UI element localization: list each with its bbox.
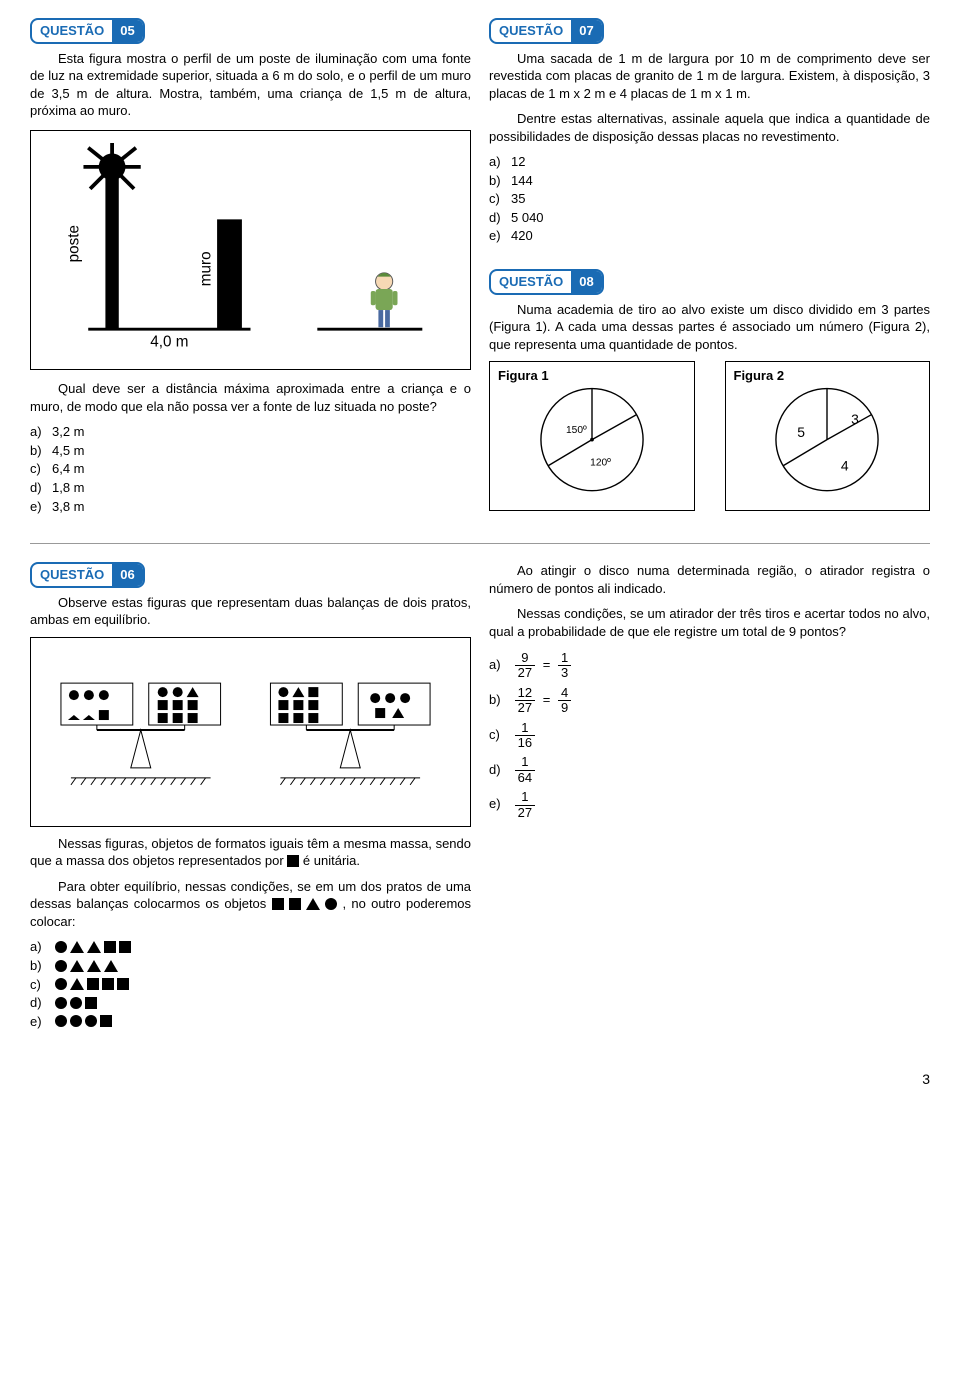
q05-opt-e: 3,8 m [52,499,85,514]
circle-icon [70,1015,82,1027]
svg-text:150º: 150º [566,425,587,436]
question-label: QUESTÃO [491,20,571,42]
square-icon [117,978,129,990]
q07-opt-e: 420 [511,228,533,243]
question-number: 08 [571,271,601,293]
triangle-icon [306,898,320,910]
q08-text-2: Ao atingir o disco numa determinada regi… [489,562,930,597]
square-icon [287,855,299,867]
q05-opt-d: 1,8 m [52,480,85,495]
square-icon [100,1015,112,1027]
square-icon [272,898,284,910]
q05-text-2: Qual deve ser a distância máxima aproxim… [30,380,471,415]
page-number: 3 [30,1070,930,1089]
fraction: 49 [558,686,571,716]
q06-text-2: Nessas figuras, objetos de formatos igua… [30,835,471,870]
question-07-header: QUESTÃO 07 [489,18,604,44]
q06-text-1: Observe estas figuras que representam du… [30,594,471,629]
q07-options: a)12 b)144 c)35 d)5 040 e)420 [489,153,930,245]
square-icon [289,898,301,910]
question-06-header: QUESTÃO 06 [30,562,145,588]
q07-text-1: Uma sacada de 1 m de largura por 10 m de… [489,50,930,103]
poste-label: poste [66,225,83,262]
q07-opt-b: 144 [511,173,533,188]
svg-text:4: 4 [841,457,849,473]
question-08-header: QUESTÃO 08 [489,269,604,295]
q07-opt-c: 35 [511,191,525,206]
question-label: QUESTÃO [32,564,112,586]
distance-label: 4,0 m [150,333,188,350]
q08-text-1: Numa academia de tiro ao alvo existe um … [489,301,930,354]
figure-1-title: Figura 1 [498,367,549,385]
square-icon [119,941,131,953]
triangle-icon [87,941,101,953]
square-icon [85,997,97,1009]
question-number: 06 [112,564,142,586]
q05-figure: poste muro 4,0 m [30,130,471,371]
question-label: QUESTÃO [491,271,571,293]
q05-opt-a: 3,2 m [52,424,85,439]
q07-opt-d: 5 040 [511,210,544,225]
triangle-icon [70,941,84,953]
q08-text-3: Nessas condições, se um atirador der trê… [489,605,930,640]
q06-balance-figure [30,637,471,827]
svg-text:5: 5 [798,424,806,440]
circle-icon [55,960,67,972]
q08-options: a) 927 = 13 b) 1227 = 49 c) 116 d) 164 e… [489,648,930,821]
square-icon [102,978,114,990]
fraction: 116 [515,721,535,751]
q05-text-1: Esta figura mostra o perfil de um poste … [30,50,471,120]
svg-text:3: 3 [851,411,859,427]
circle-icon [55,997,67,1009]
triangle-icon [70,978,84,990]
triangle-icon [87,960,101,972]
q05-opt-b: 4,5 m [52,443,85,458]
circle-icon [70,997,82,1009]
question-number: 07 [571,20,601,42]
square-icon [87,978,99,990]
q08-figures: Figura 1 150º 120º Figura 2 [489,361,930,511]
figure-2-title: Figura 2 [734,367,785,385]
svg-text:120º: 120º [590,458,611,469]
fraction: 164 [515,755,535,785]
circle-icon [85,1015,97,1027]
fraction: 127 [515,790,535,820]
question-05-header: QUESTÃO 05 [30,18,145,44]
triangle-icon [70,960,84,972]
q06-text-3: Para obter equilíbrio, nessas condições,… [30,878,471,931]
q07-opt-a: 12 [511,154,525,169]
circle-icon [325,898,337,910]
q07-text-2: Dentre estas alternativas, assinale aque… [489,110,930,145]
fraction: 927 [515,651,535,681]
circle-icon [55,1015,67,1027]
question-label: QUESTÃO [32,20,112,42]
q05-options: a)3,2 m b)4,5 m c)6,4 m d)1,8 m e)3,8 m [30,423,471,515]
square-icon [104,941,116,953]
circle-icon [55,978,67,990]
circle-icon [55,941,67,953]
q06-options: a) b) c) d) e) [30,938,471,1030]
fraction: 1227 [515,686,535,716]
muro-label: muro [197,251,214,286]
fraction: 13 [558,651,571,681]
question-number: 05 [112,20,142,42]
q05-opt-c: 6,4 m [52,461,85,476]
triangle-icon [104,960,118,972]
section-divider [30,543,930,544]
